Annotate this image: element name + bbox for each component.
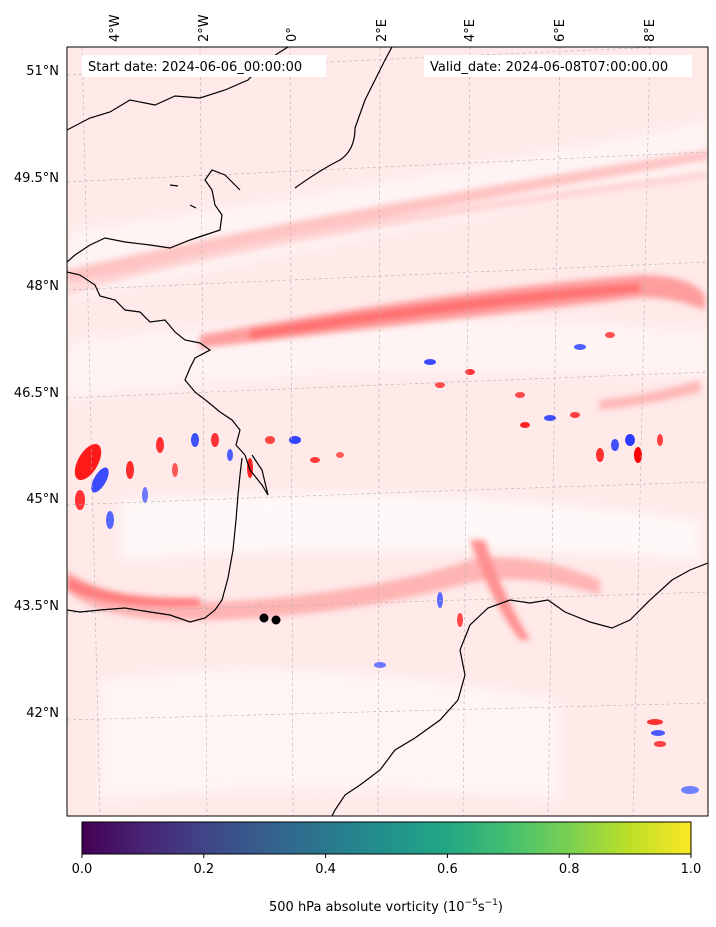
colorbar-title-suffix: ) <box>498 900 503 915</box>
gridlines <box>67 47 708 816</box>
colorbar-gradient <box>81 821 692 855</box>
start-date-label: Start date: 2024-06-06_00:00:00 <box>88 60 302 75</box>
colorbar-tick-label: 0.8 <box>559 862 580 877</box>
location-markers <box>259 613 281 625</box>
lon-tick: 2°W <box>197 14 212 42</box>
map-panel: Start date: 2024-06-06_00:00:00 Valid_da… <box>14 14 709 817</box>
field-positive-bands <box>67 150 708 640</box>
colorbar-title-exp1: −5 <box>465 898 478 908</box>
lat-tick: 49.5°N <box>14 171 59 186</box>
map-frame <box>66 46 709 817</box>
colorbar-title-prefix: 500 hPa absolute vorticity (10 <box>269 900 465 915</box>
colorbar-tick-label: 1.0 <box>681 862 702 877</box>
lat-tick: 46.5°N <box>14 386 59 401</box>
colorbar-tick-label: 0.4 <box>315 862 336 877</box>
colorbar-title-mid: s <box>478 900 485 915</box>
lon-tick-labels: 4°W 2°W 0° 2°E 4°E 6°E 8°E <box>108 14 658 42</box>
lon-tick: 4°W <box>108 14 123 42</box>
colorbar-ticks <box>81 854 692 858</box>
lat-tick: 45°N <box>26 492 59 507</box>
valid-date-label: Valid_date: 2024-06-08T07:00:00.00 <box>430 60 668 75</box>
valid-date-box: Valid_date: 2024-06-08T07:00:00.00 <box>424 55 692 77</box>
lat-tick-labels: 51°N 49.5°N 48°N 46.5°N 45°N 43.5°N 42°N <box>14 64 59 721</box>
lat-tick: 51°N <box>26 64 59 79</box>
lon-tick: 2°E <box>375 19 390 42</box>
lon-tick: 4°E <box>463 19 478 42</box>
lon-tick: 0° <box>285 27 300 42</box>
lon-tick: 8°E <box>643 19 658 42</box>
colorbar-title-exp2: −1 <box>485 898 498 908</box>
field-small-features <box>74 332 699 794</box>
colorbar-tick-label: 0.2 <box>193 862 214 877</box>
marker-point-2 <box>271 615 281 625</box>
start-date-box: Start date: 2024-06-06_00:00:00 <box>82 55 326 77</box>
vorticity-field <box>67 47 708 816</box>
marker-point-1 <box>259 613 269 623</box>
colorbar-tick-label: 0.0 <box>72 862 93 877</box>
lat-tick: 43.5°N <box>14 599 59 614</box>
colorbar-tick-labels: 0.0 0.2 0.4 0.6 0.8 1.0 <box>72 862 702 877</box>
colorbar-tick-label: 0.6 <box>437 862 458 877</box>
colorbar-title: 500 hPa absolute vorticity (10−5s−1) <box>269 898 503 915</box>
colorbar: 0.0 0.2 0.4 0.6 0.8 1.0 500 hPa absolute… <box>72 821 702 915</box>
lat-tick: 48°N <box>26 279 59 294</box>
lon-tick: 6°E <box>553 19 568 42</box>
lat-tick: 42°N <box>26 706 59 721</box>
